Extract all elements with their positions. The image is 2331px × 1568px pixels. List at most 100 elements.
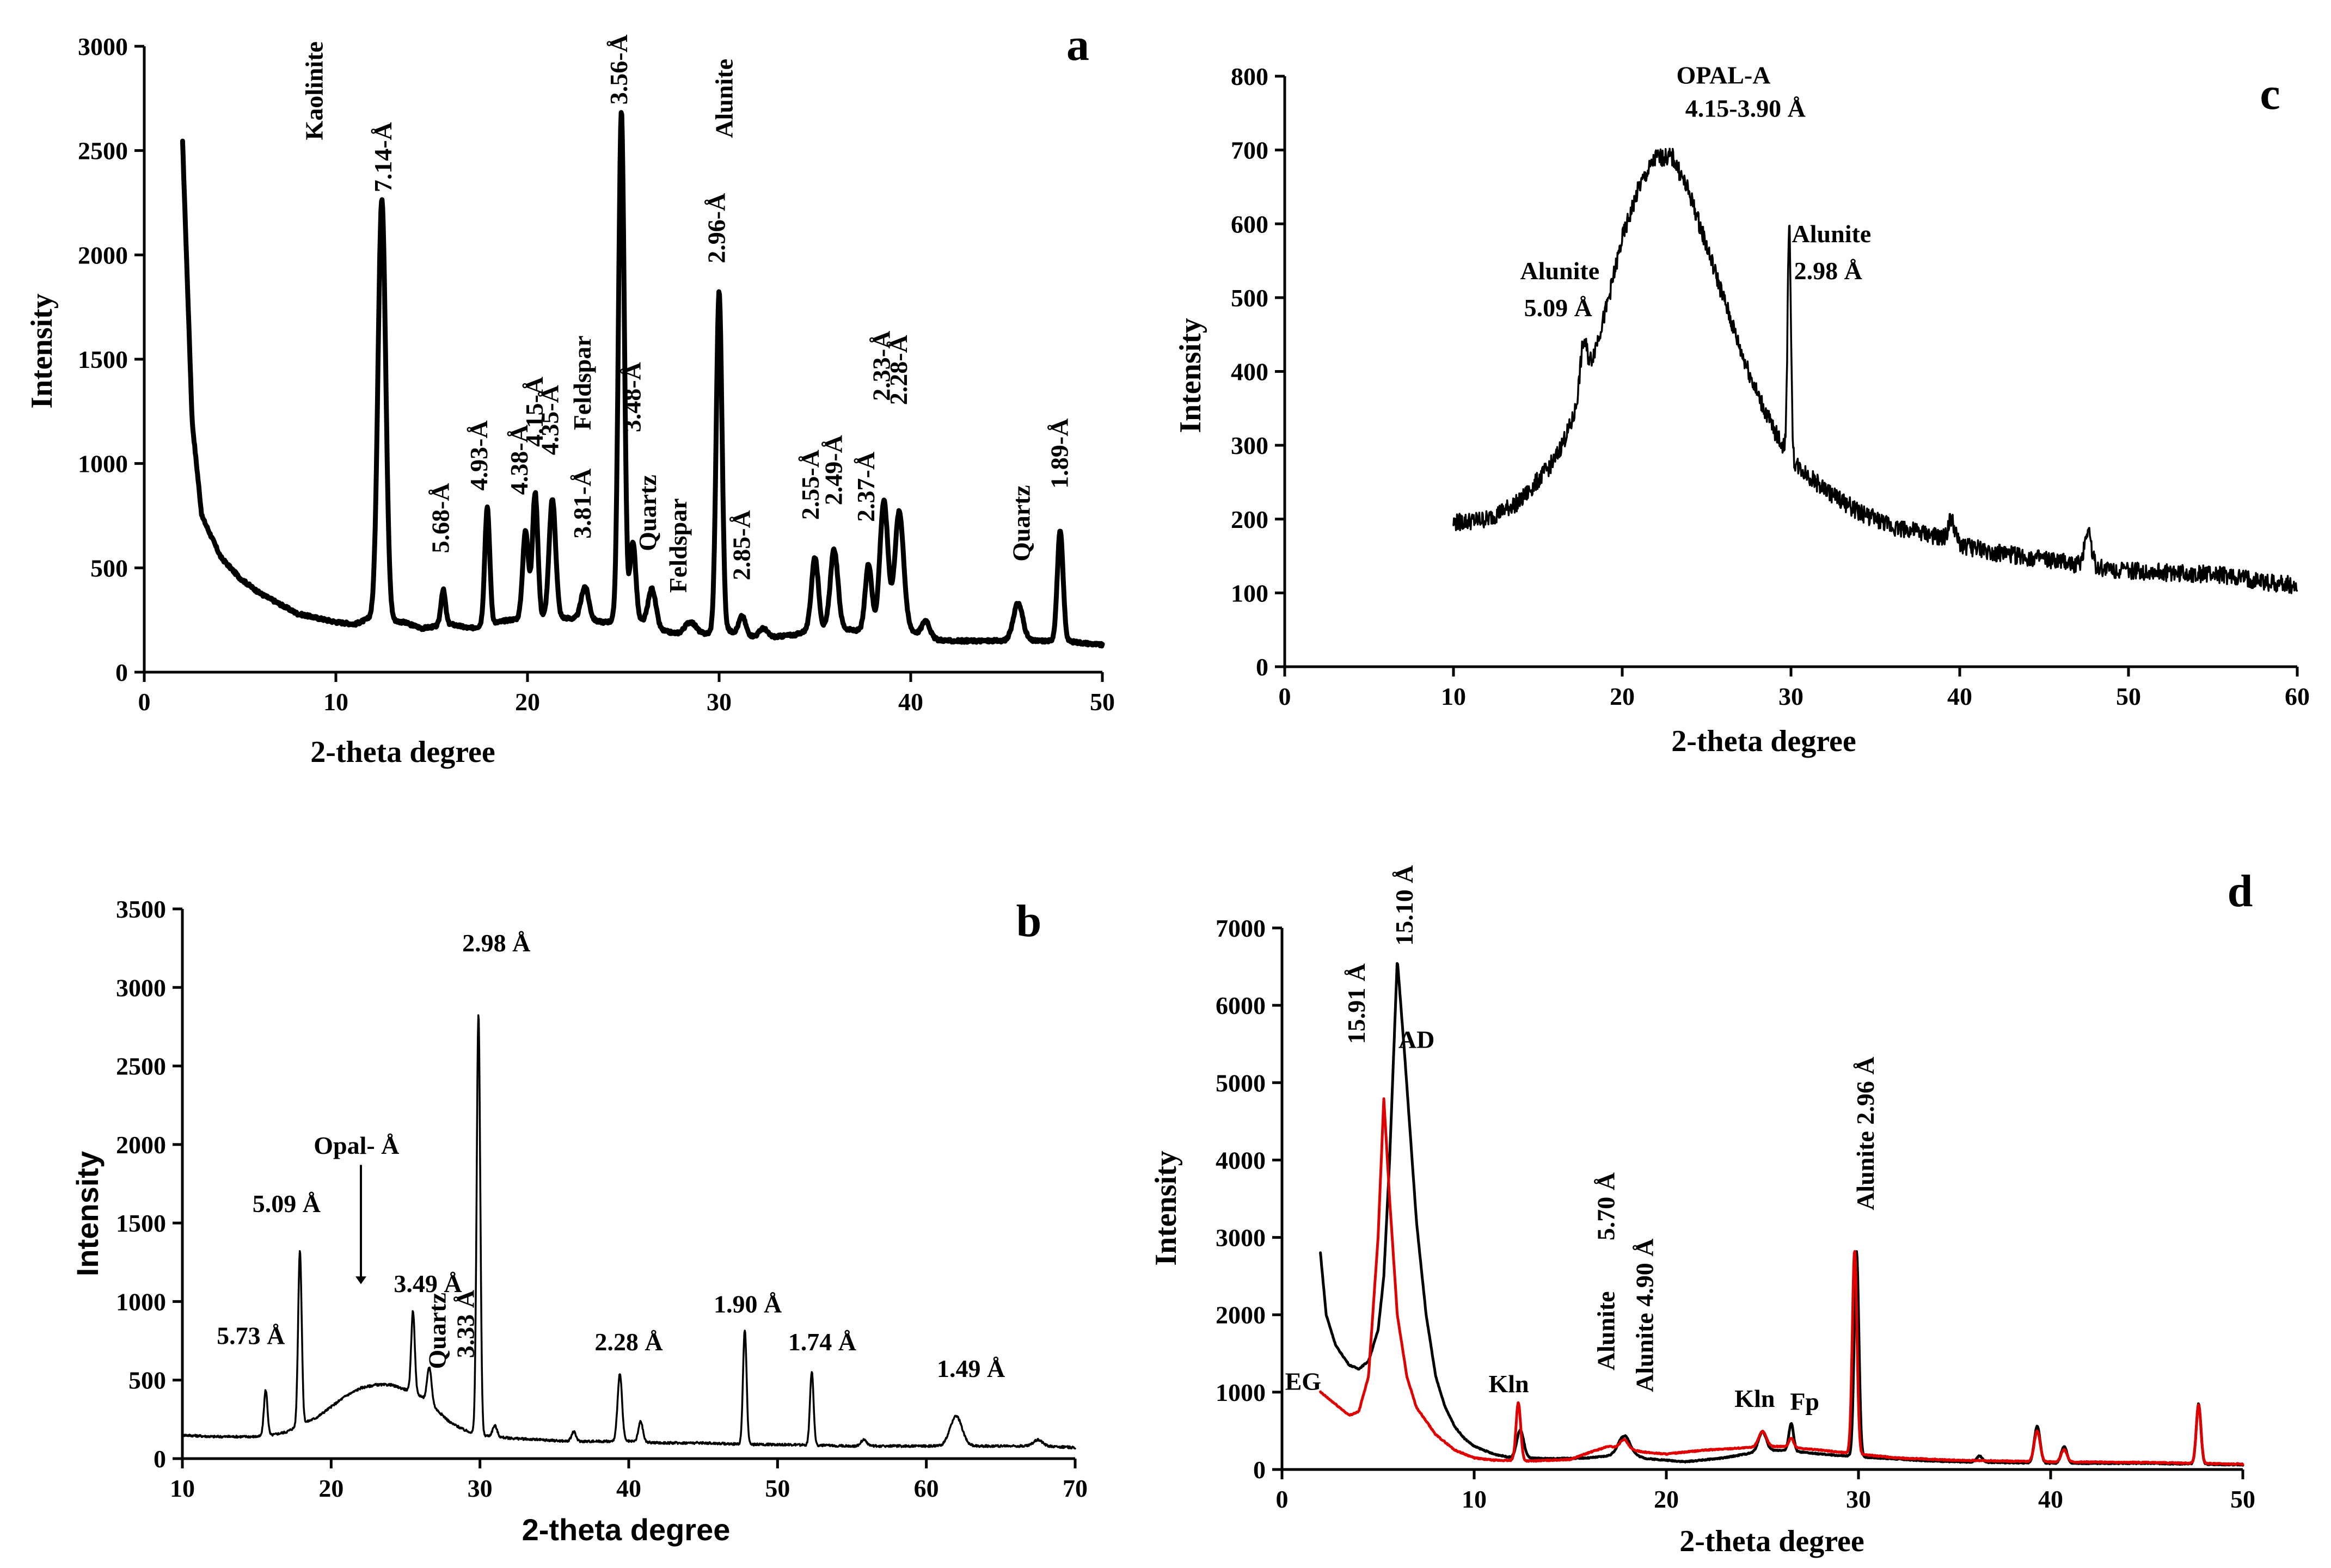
panel-a-annotation: 2.33-Å (867, 331, 895, 401)
panel-c-y-tick-label: 400 (1231, 358, 1268, 386)
panel-b-y-tick-label: 2000 (116, 1131, 166, 1159)
panel-d-x-tick-label: 10 (1462, 1485, 1487, 1513)
panel-d-y-tick-label: 6000 (1216, 992, 1266, 1019)
panel-a-annotation: Feldspar (568, 336, 596, 431)
panel-c-y-axis-title: Intensity (1174, 318, 1207, 433)
panel-d-plot: 0 10 20 30 40 50 0 1000 2000 3000 4000 5000 6000 7000… (1216, 865, 2255, 1513)
panel-d-annotation: Kln (1734, 1385, 1775, 1412)
panel-c-annotation: 5.09 Å (1524, 294, 1592, 322)
panel-c-y-tick-label: 800 (1231, 63, 1268, 90)
panel-a-x-tick-label: 20 (515, 688, 540, 716)
panel-b-y-tick-label: 1500 (116, 1209, 166, 1237)
panel-c-x-axis-title: 2-theta degree (1671, 724, 1856, 758)
panel-c-x-tick-label: 60 (2285, 682, 2310, 710)
panel-d-x-tick-label: 30 (1846, 1485, 1871, 1513)
panel-d-x-axis-title: 2-theta degree (1679, 1524, 1864, 1558)
panel-b: 10 20 30 40 50 60 70 0 500 1000 1500 2000 2500 3000 35… (70, 895, 1088, 1547)
panel-c-x-tick-label: 30 (1778, 682, 1804, 710)
panel-c-x-tick-label: 50 (2116, 682, 2141, 710)
panel-a-annotation: Quartz (634, 475, 661, 551)
panel-d-annotations: 15.10 Å 15.91 Å AD EG Kln Alunite 5.70 Å Alunit… (1285, 865, 1880, 1415)
panel-b-annotation: 2.98 Å (462, 929, 530, 957)
panel-a-x-tick-label: 40 (898, 688, 923, 716)
panel-a-annotation: 1.89-Å (1046, 419, 1074, 489)
panel-d-annotation: Fp (1790, 1388, 1819, 1416)
panel-c-annotation: 2.98 Å (1794, 257, 1862, 285)
panel-a-y-tick-label: 2500 (78, 137, 128, 165)
panel-d-x-tick-label: 20 (1654, 1485, 1679, 1513)
panel-c-annotation: 4.15-3.90 Å (1685, 95, 1806, 122)
panel-a-label: a (1066, 20, 1089, 70)
panel-a-y-tick-label: 500 (90, 554, 128, 582)
panel-b-x-axis-title: 2-theta degree (522, 1512, 731, 1547)
panel-b-annotation: Opal- Å (314, 1132, 399, 1159)
panel-c-x-tick-label: 40 (1947, 682, 1972, 710)
panel-a-x-tick-label: 50 (1090, 688, 1115, 716)
panel-a-annotation: 4.38-Å (505, 425, 533, 495)
panel-d-x-tick-label: 40 (2038, 1485, 2063, 1513)
panel-c-y-tick-label: 600 (1231, 210, 1268, 238)
panel-d-y-tick-label: 1000 (1216, 1379, 1266, 1406)
panel-d-annotation: Kln (1488, 1370, 1529, 1398)
panel-b-annotation: 2.28 Å (594, 1328, 663, 1356)
panel-b-annotation: 5.09 Å (253, 1190, 321, 1217)
panel-a-x-tick-label: 0 (138, 688, 151, 716)
panel-b-opal-arrow-head (355, 1276, 366, 1284)
panel-c-y-tick-label: 100 (1231, 579, 1268, 607)
panel-c-y-tick-label: 0 (1256, 653, 1268, 681)
panel-a-x-axis-title: 2-theta degree (310, 735, 495, 769)
panel-c-x-tick-label: 0 (1279, 682, 1291, 710)
panel-a-annotation: 2.85-Å (727, 510, 755, 580)
panel-b-y-axis-title: Intensity (70, 1151, 105, 1276)
panel-d-series-eg (1319, 1097, 2244, 1466)
panel-b-y-tick-label: 500 (128, 1367, 166, 1394)
panel-a-y-axis-title: Intensity (25, 293, 59, 409)
panel-c-y-tick-label: 700 (1231, 137, 1268, 164)
panel-a-annotation: 4.93-Å (465, 420, 493, 490)
panel-a-annotation: Feldspar (664, 499, 692, 593)
panel-a-annotation: Quartz (1007, 485, 1035, 562)
panel-d: 0 10 20 30 40 50 0 1000 2000 3000 4000 5000 6000 7000… (1149, 865, 2255, 1558)
panel-d-annotation: AD (1398, 1025, 1434, 1053)
panel-a-annotation: Kaolinite (300, 41, 328, 140)
panel-d-annotation: 5.70 Å (1592, 1172, 1620, 1240)
panel-b-y-tick-label: 2500 (116, 1053, 166, 1080)
panel-a-annotation: 2.49-Å (819, 435, 847, 505)
panel-a-annotations: Kaolinite 7.14-Å 5.68-Å 4.93-Å 4.38-Å4.15-Å4… (300, 34, 1073, 593)
panel-a-x-tick-label: 10 (323, 688, 348, 716)
panel-b-annotation: 3.49 Å (394, 1270, 462, 1298)
panel-b-annotation: 1.90 Å (714, 1290, 782, 1318)
panel-c-y-tick-label: 200 (1231, 506, 1268, 533)
panel-b-annotation: Quartz (423, 1293, 451, 1369)
panel-c-label: c (2260, 69, 2280, 119)
panel-a-annotation: 2.28-Å (885, 335, 912, 405)
panel-c-x-tick-label: 10 (1441, 682, 1466, 710)
panel-b-annotation: 5.73 Å (217, 1321, 285, 1349)
panel-d-y-tick-label: 3000 (1216, 1224, 1266, 1252)
panel-d-annotation: Alunite (1592, 1291, 1620, 1370)
panel-d-y-tick-label: 2000 (1216, 1301, 1266, 1329)
panel-a-annotation: 4.35-Å (536, 385, 563, 455)
panel-a-y-tick-label: 1500 (78, 346, 128, 373)
panel-d-y-tick-label: 5000 (1216, 1069, 1266, 1097)
panel-d-y-axis-title: Intensity (1149, 1151, 1183, 1266)
panel-b-label: b (1016, 896, 1042, 946)
panel-b-y-tick-label: 3500 (116, 895, 166, 923)
panel-a-annotation: 3.48-Å (618, 362, 646, 432)
panel-d-annotation: EG (1285, 1368, 1321, 1395)
panel-b-x-tick-label: 50 (765, 1474, 790, 1502)
panel-d-annotation: 15.10 Å (1390, 865, 1418, 945)
panel-c-series-sample-c (1452, 147, 2298, 594)
panel-a-annotation: 2.55-Å (796, 450, 824, 520)
panel-a-annotation: 3.56-Å (605, 34, 633, 104)
panel-c-y-tick-label: 300 (1231, 432, 1268, 459)
panel-c-annotation: OPAL-A (1677, 62, 1771, 89)
panel-d-annotation: 15.91 Å (1342, 963, 1370, 1044)
panel-a-y-tick-label: 2000 (78, 241, 128, 269)
panel-d-y-tick-label: 7000 (1216, 914, 1266, 942)
panel-a-annotation: 5.68-Å (427, 483, 455, 553)
panel-b-x-tick-label: 60 (914, 1474, 939, 1502)
panel-b-x-tick-label: 10 (170, 1474, 195, 1502)
